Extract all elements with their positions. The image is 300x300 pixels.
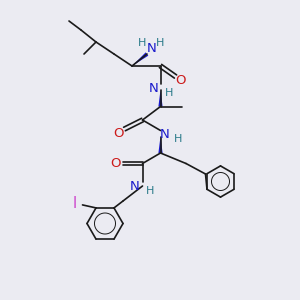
Text: N: N bbox=[149, 82, 158, 95]
Polygon shape bbox=[158, 136, 163, 153]
Text: N: N bbox=[130, 179, 140, 193]
Text: I: I bbox=[72, 196, 76, 211]
Text: N: N bbox=[147, 42, 156, 55]
Text: H: H bbox=[174, 134, 183, 145]
Polygon shape bbox=[158, 90, 163, 106]
Text: O: O bbox=[110, 157, 121, 170]
Text: O: O bbox=[175, 74, 185, 88]
Text: N: N bbox=[160, 128, 170, 142]
Text: O: O bbox=[113, 127, 124, 140]
Text: H: H bbox=[146, 185, 154, 196]
Polygon shape bbox=[132, 52, 148, 66]
Text: H: H bbox=[164, 88, 173, 98]
Text: H: H bbox=[137, 38, 146, 48]
Text: H: H bbox=[155, 38, 164, 48]
